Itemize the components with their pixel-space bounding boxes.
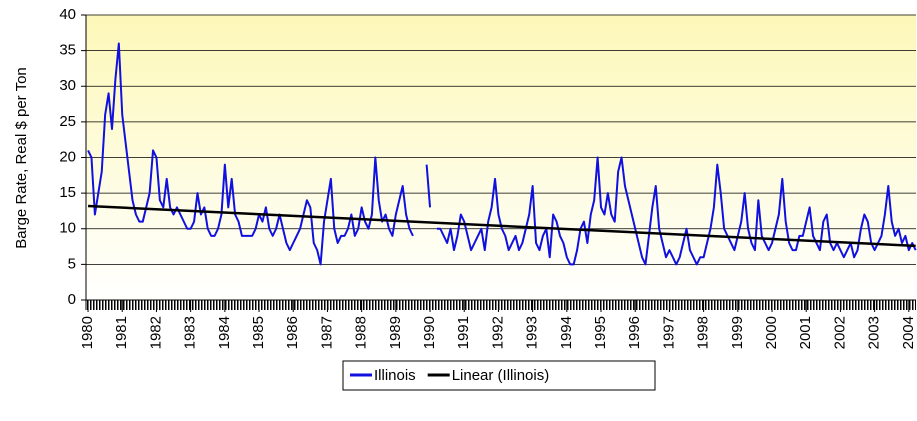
x-minor-ticks [86, 300, 916, 310]
x-tick-label: 1983 [182, 316, 199, 349]
legend [342, 360, 656, 391]
x-tick-label: 1985 [250, 316, 267, 349]
legend-label: Illinois [374, 367, 416, 384]
x-tick-label: 2004 [900, 316, 917, 349]
y-tick-label: 0 [68, 291, 76, 308]
x-tick-label: 1981 [113, 316, 130, 349]
x-tick-label: 1989 [387, 316, 404, 349]
x-tick-label: 1996 [626, 316, 643, 349]
x-tick-label: 2000 [763, 316, 780, 349]
x-tick-label: 1992 [489, 316, 506, 349]
y-axis-title: Barge Rate, Real $ per Ton [13, 67, 30, 249]
x-tick-label: 1980 [79, 316, 96, 349]
x-tick-label: 1999 [729, 316, 746, 349]
x-tick-label: 1988 [353, 316, 370, 349]
y-tick-label: 35 [59, 42, 76, 59]
y-tick-label: 30 [59, 77, 76, 94]
series-line [87, 42, 917, 266]
x-tick-label: 1995 [592, 316, 609, 349]
x-tick-label: 2002 [831, 316, 848, 349]
y-tick-label: 40 [59, 6, 76, 23]
x-tick-label: 2003 [866, 316, 883, 349]
y-tick-label: 15 [59, 184, 76, 201]
x-tick-label: 1998 [695, 316, 712, 349]
x-tick-label: 1991 [455, 316, 472, 349]
x-tick-label: 1986 [284, 316, 301, 349]
x-tick-label: 1982 [147, 316, 164, 349]
x-tick-label: 1997 [660, 316, 677, 349]
x-tick-label: 2001 [797, 316, 814, 349]
x-tick-label: 1984 [216, 316, 233, 349]
y-tick-label: 5 [68, 255, 76, 272]
x-tick-label: 1994 [558, 316, 575, 349]
y-tick-label: 20 [59, 148, 76, 165]
y-tick-label: 25 [59, 113, 76, 130]
x-tick-label: 1990 [421, 316, 438, 349]
series-line [87, 204, 916, 248]
x-tick-label: 1987 [318, 316, 335, 349]
x-tick-label: 1993 [524, 316, 541, 349]
legend-label: Linear (Illinois) [452, 367, 550, 384]
y-tick-label: 10 [59, 220, 76, 237]
